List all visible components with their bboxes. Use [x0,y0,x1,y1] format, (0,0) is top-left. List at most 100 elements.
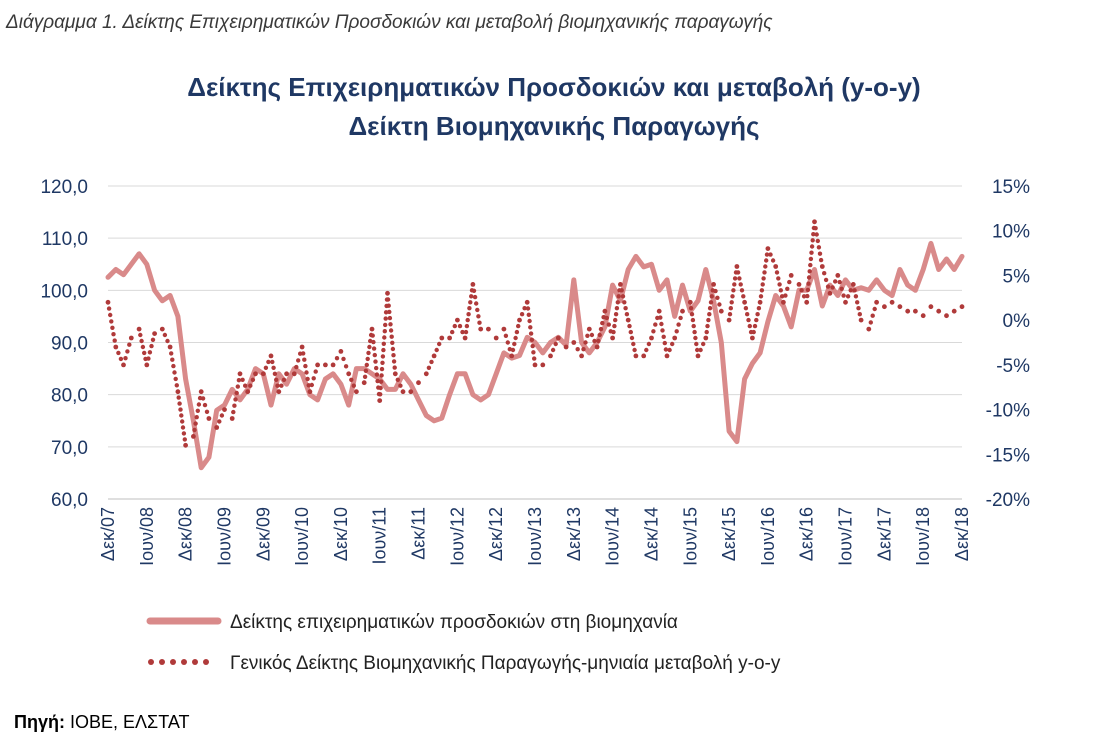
dot-marker [343,364,349,369]
dot-marker [380,360,385,365]
data-point [276,389,282,395]
source-note: Πηγή: ΙΟΒΕ, ΕΛΣΤΑΤ [14,712,190,733]
dot-marker [182,437,187,442]
data-point [105,299,111,305]
dot-marker [825,284,831,289]
data-point [284,371,289,377]
data-point [548,353,553,359]
data-point [610,335,615,341]
data-point [711,282,716,287]
data-point [959,304,965,310]
dot-marker [528,331,534,336]
dot-marker [272,371,278,376]
data-point [656,308,662,314]
dot-marker [388,328,394,333]
dot-marker [505,340,510,345]
legend-label-line: Δείκτης επιχειρηματικών προσδοκιών στη β… [230,612,678,633]
x-tick-label: Ιουν/17 [836,507,856,566]
dot-marker [651,329,656,334]
dot-marker [614,306,620,311]
dot-marker [743,306,749,311]
dot-marker [715,295,720,300]
dot-marker [619,288,624,293]
dot-marker [125,349,130,354]
dot-marker [170,357,175,362]
dot-marker [110,325,115,330]
x-tick-label: Ιουν/15 [680,507,700,566]
dot-marker [830,285,835,290]
dot-marker [231,409,236,415]
data-point [455,317,460,323]
dot-marker [374,365,379,371]
dot-marker [611,329,616,335]
dot-marker [622,300,627,305]
dot-marker [855,300,860,305]
dot-marker [707,306,713,311]
dot-marker [530,343,535,349]
dot-marker [852,288,857,293]
data-point [796,282,802,287]
dot-marker [391,353,396,358]
data-point [416,380,421,386]
dot-marker [667,347,672,353]
dot-marker [815,238,820,244]
series-line-business-expectations [105,240,965,471]
dot-marker [632,347,637,353]
dot-marker [616,294,621,299]
dot-marker [383,322,388,328]
dot-marker [585,333,590,338]
dot-marker [738,282,743,287]
data-point [812,219,817,225]
x-tick-label: Ιουν/08 [137,507,157,566]
dot-marker [760,282,765,287]
data-point [486,326,491,332]
data-point [827,290,833,296]
dot-marker [142,350,147,356]
x-tick-label: Δεκ/17 [874,507,894,561]
dot-marker [390,340,395,345]
dot-marker [762,270,767,275]
dot-marker [363,368,369,373]
dot-marker [693,335,698,341]
data-point [781,299,786,305]
dot-marker [613,312,619,317]
dot-marker [370,333,375,338]
dot-marker [581,347,586,352]
dot-marker [692,329,697,335]
data-point [687,299,693,305]
dot-marker [735,270,741,275]
dot-marker [774,270,780,275]
data-point [563,344,569,350]
data-point [183,442,189,448]
dot-marker [165,338,170,344]
data-point [734,264,740,269]
dot-marker [395,377,400,382]
dot-marker [474,301,479,306]
data-point [703,335,709,341]
dot-marker [378,385,383,391]
dot-marker [279,383,284,388]
dot-marker [243,383,248,388]
dot-marker [471,288,477,293]
data-point [431,353,437,359]
dot-marker [689,312,695,317]
dot-marker [688,306,694,311]
y-left-tick-label: 80,0 [51,386,88,407]
dot-marker [732,282,737,287]
dot-marker [704,329,709,335]
dot-marker [365,356,370,362]
data-point [191,434,196,439]
dot-marker [204,409,210,414]
dot-marker [801,294,807,299]
y-right-tick-label: 0% [1003,311,1031,332]
x-tick-label: Δεκ/16 [797,507,817,561]
data-point [315,362,320,368]
dot-marker [271,365,276,370]
data-point [447,335,452,341]
x-tick-label: Ιουν/11 [370,507,390,565]
chart-title-line-2: Δείκτη Βιομηχανικής Παραγωγής [348,111,760,141]
data-point [509,353,515,359]
y-left-tick-label: 90,0 [51,334,88,355]
x-tick-label: Δεκ/11 [409,507,429,560]
dot-marker [311,376,316,381]
